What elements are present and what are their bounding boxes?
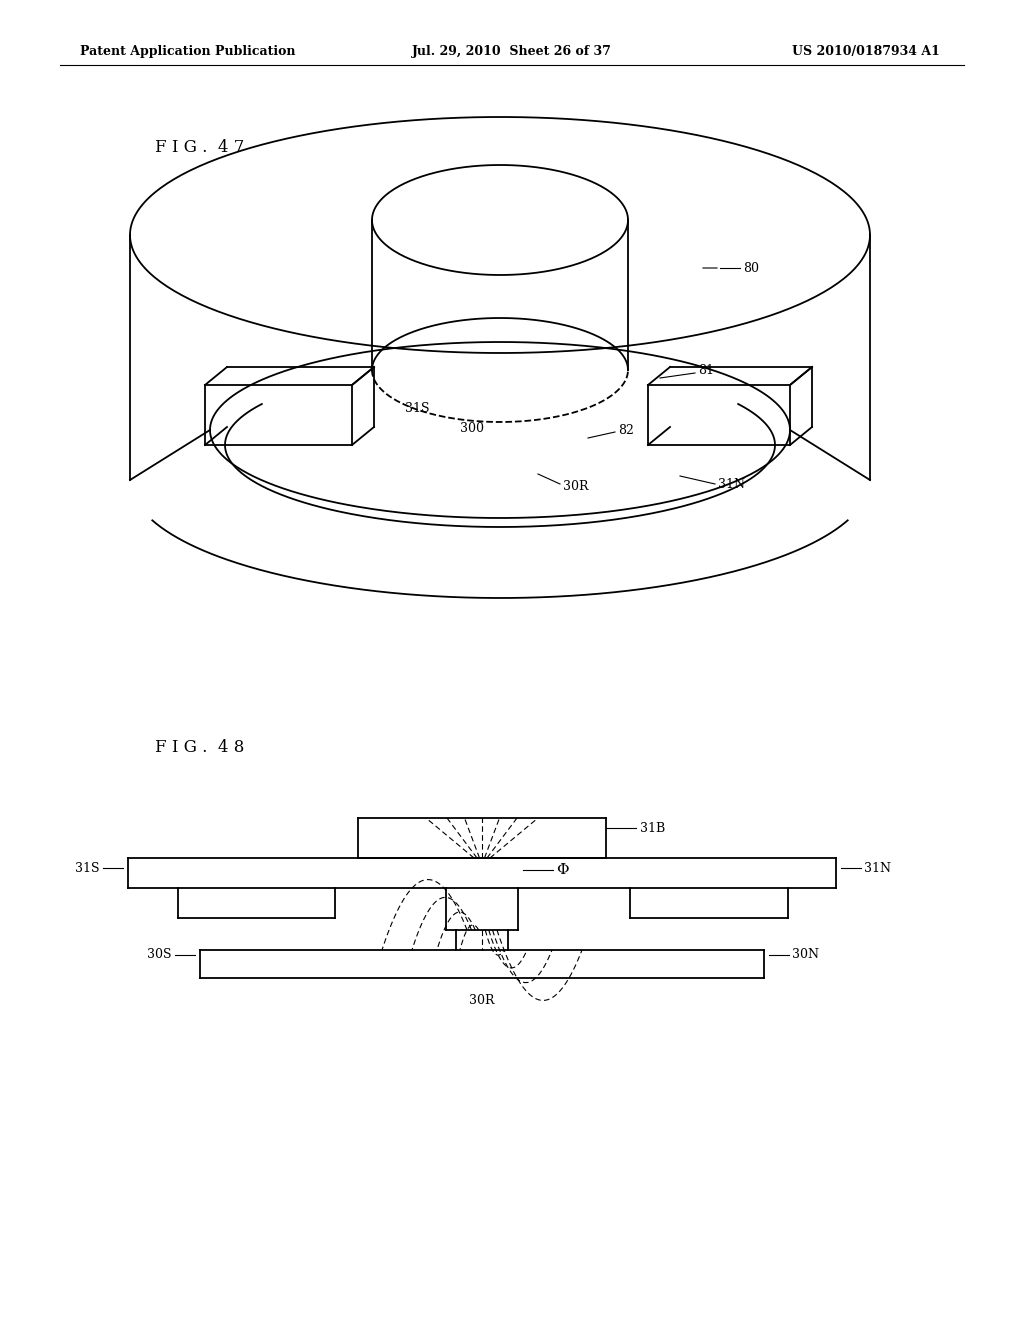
- Text: 30R: 30R: [563, 479, 589, 492]
- Text: 31S: 31S: [406, 401, 429, 414]
- Text: 30N: 30N: [792, 949, 819, 961]
- Text: 31S: 31S: [76, 862, 100, 874]
- Text: F I G .  4 8: F I G . 4 8: [155, 739, 245, 756]
- Text: Jul. 29, 2010  Sheet 26 of 37: Jul. 29, 2010 Sheet 26 of 37: [412, 45, 612, 58]
- Text: 300: 300: [460, 421, 484, 434]
- Text: 31N: 31N: [864, 862, 891, 874]
- Text: 30S: 30S: [147, 949, 172, 961]
- Text: 30R: 30R: [469, 994, 495, 1006]
- Text: Φ: Φ: [556, 863, 568, 876]
- Text: US 2010/0187934 A1: US 2010/0187934 A1: [793, 45, 940, 58]
- Text: 80: 80: [743, 261, 759, 275]
- Text: 82: 82: [618, 424, 634, 437]
- Text: 31N: 31N: [718, 479, 745, 491]
- Text: F I G .  4 7: F I G . 4 7: [155, 140, 245, 157]
- Text: 81: 81: [698, 364, 714, 378]
- Text: Patent Application Publication: Patent Application Publication: [80, 45, 296, 58]
- Text: 31B: 31B: [640, 821, 666, 834]
